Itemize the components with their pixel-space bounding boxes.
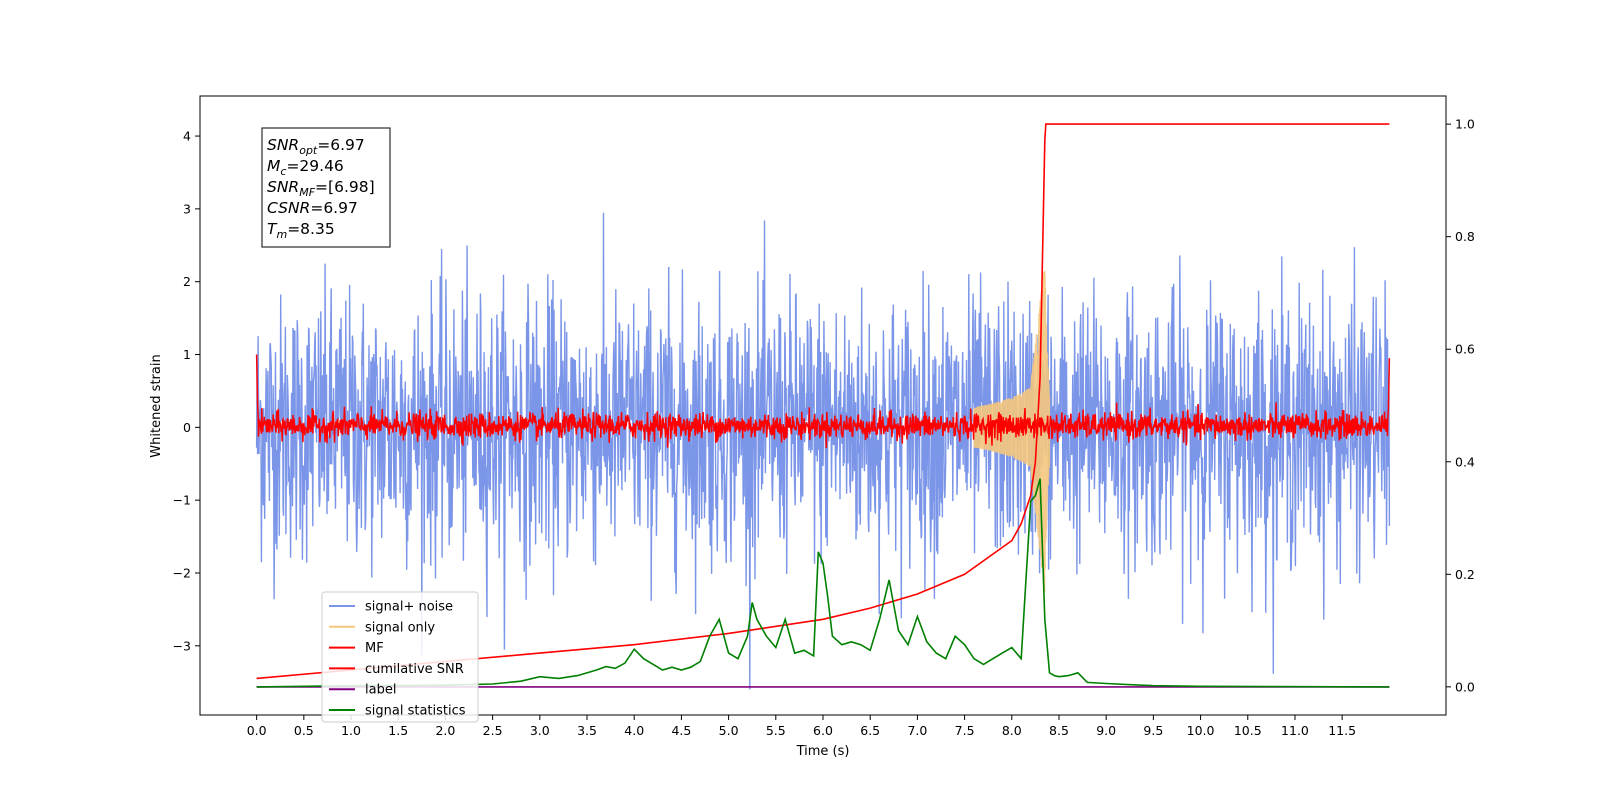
x-tick-label: 5.5 [766, 723, 786, 738]
y2-tick-label: 1.0 [1455, 117, 1475, 132]
x-tick-label: 4.0 [624, 723, 644, 738]
x-tick-label: 4.5 [671, 723, 691, 738]
x-tick-label: 6.0 [813, 723, 833, 738]
info-box-frame [261, 127, 391, 248]
x-tick-label: 0.0 [247, 723, 267, 738]
x-tick-label: 3.0 [530, 723, 550, 738]
x-tick-label: 10.0 [1187, 723, 1215, 738]
y2-tick-label: 0.4 [1455, 454, 1475, 469]
series-signal-noise [255, 212, 1391, 690]
info-box: SNRopt=6.97Mc=29.46SNRMF=[6.98]CSNR=6.97… [261, 127, 391, 248]
x-tick-label: 8.0 [1002, 723, 1022, 738]
x-tick-label: 11.0 [1281, 723, 1309, 738]
legend-entry: signal+ noise [365, 600, 453, 615]
legend: signal+ noise signal only MF cumilative SNR… [321, 591, 479, 723]
y-axis-label: Whitened strain [149, 354, 164, 457]
y2-tick-label: 0.2 [1455, 567, 1475, 582]
y2-tick-label: 0.8 [1455, 229, 1475, 244]
x-tick-label: 1.5 [388, 723, 408, 738]
series-signal-statistics [256, 478, 1390, 688]
series-cumulative-snr [256, 123, 1390, 680]
legend-entry: signal statistics [365, 704, 466, 719]
x-tick-label: 11.5 [1328, 723, 1356, 738]
y2-tick-label: 0.0 [1455, 679, 1475, 694]
info-line: Mc=29.46 [267, 157, 344, 178]
x-tick-label: 3.5 [577, 723, 597, 738]
legend-entry: signal only [365, 620, 435, 635]
x-tick-label: 7.0 [907, 723, 927, 738]
y-tick-label: 3 [183, 201, 191, 216]
info-line: SNRopt=6.97 [267, 136, 365, 157]
series-mf [255, 354, 1391, 449]
x-axis-label: Time (s) [796, 744, 850, 759]
x-tick-label: 2.0 [435, 723, 455, 738]
x-tick-label: 8.5 [1049, 723, 1069, 738]
y-tick-label: 2 [183, 274, 191, 289]
y-tick-label: 4 [183, 129, 191, 144]
info-line: CSNR=6.97 [267, 199, 358, 217]
legend-entry: MF [365, 641, 384, 656]
x-tick-label: 2.5 [483, 723, 503, 738]
y-tick-label: −3 [173, 638, 191, 653]
y-tick-label: −1 [173, 493, 191, 508]
x-tick-label: 7.5 [955, 723, 975, 738]
x-tick-label: 10.5 [1234, 723, 1262, 738]
y-tick-label: −2 [173, 565, 191, 580]
x-tick-label: 9.0 [1096, 723, 1116, 738]
y-tick-label: 1 [183, 347, 191, 362]
x-tick-label: 9.5 [1143, 723, 1163, 738]
x-tick-label: 0.5 [294, 723, 314, 738]
legend-entry: cumilative SNR [365, 662, 464, 677]
x-tick-label: 6.5 [860, 723, 880, 738]
y2-tick-label: 0.6 [1455, 342, 1475, 357]
ticks-layer: 0.0 0.5 1.0 1.5 2.0 2.5 3.0 3.5 4.0 4.5 5.0 5.5 6.0 6… [173, 117, 1475, 738]
legend-entry: label [365, 683, 396, 698]
x-tick-label: 1.0 [341, 723, 361, 738]
info-line: SNRMF=[6.98] [267, 178, 375, 199]
info-line: Tm=8.35 [267, 220, 335, 241]
legend-frame [321, 591, 479, 723]
y-tick-label: 0 [183, 420, 191, 435]
x-tick-label: 5.0 [719, 723, 739, 738]
